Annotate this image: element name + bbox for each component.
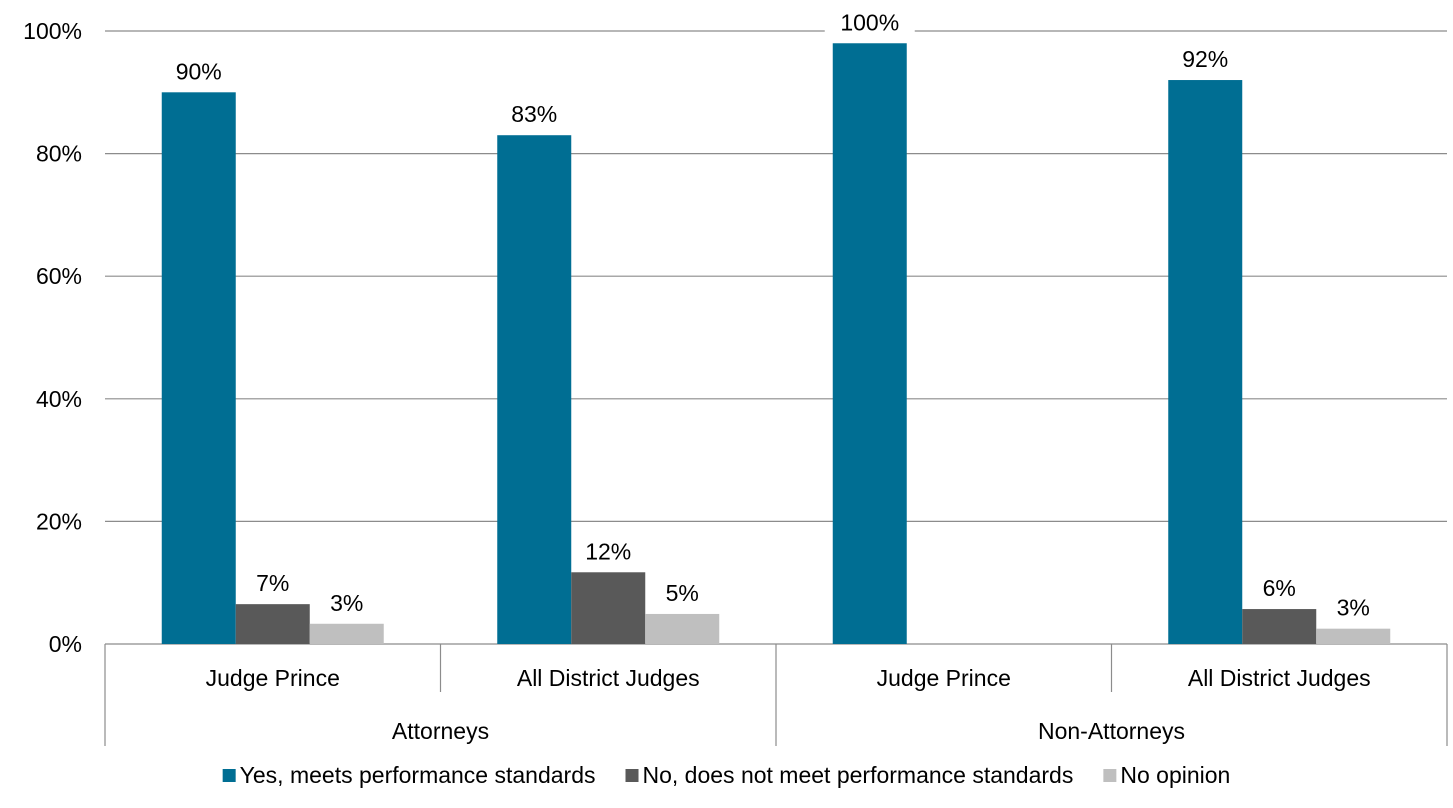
bar bbox=[1242, 609, 1317, 644]
y-tick-label: 0% bbox=[49, 631, 82, 657]
y-tick-label: 80% bbox=[36, 141, 82, 167]
data-label: 92% bbox=[1182, 46, 1228, 72]
x-category-label: Judge Prince bbox=[206, 665, 340, 691]
x-category-label: All District Judges bbox=[517, 665, 700, 691]
legend-swatch bbox=[625, 769, 639, 782]
x-category-label: Judge Prince bbox=[877, 665, 1011, 691]
data-label: 3% bbox=[330, 590, 363, 616]
legend-swatch bbox=[222, 769, 236, 782]
data-label: 5% bbox=[666, 580, 699, 606]
x-group-label: Non-Attorneys bbox=[1038, 718, 1185, 744]
legend-label: Yes, meets performance standards bbox=[240, 762, 596, 788]
data-label: 7% bbox=[256, 570, 289, 596]
data-label: 100% bbox=[840, 9, 899, 35]
legend-label: No opinion bbox=[1120, 762, 1230, 788]
data-label: 6% bbox=[1263, 575, 1296, 601]
legend-swatch bbox=[1103, 769, 1117, 782]
y-tick-label: 20% bbox=[36, 508, 82, 534]
bar bbox=[235, 604, 310, 644]
bar bbox=[1316, 628, 1391, 644]
data-label: 83% bbox=[511, 101, 557, 127]
y-tick-label: 100% bbox=[23, 18, 82, 44]
bar bbox=[161, 92, 236, 645]
bar bbox=[571, 572, 646, 644]
x-category-label: All District Judges bbox=[1188, 665, 1371, 691]
y-tick-label: 40% bbox=[36, 386, 82, 412]
y-tick-label: 60% bbox=[36, 263, 82, 289]
bar bbox=[497, 135, 572, 644]
bar bbox=[645, 613, 720, 644]
legend-label: No, does not meet performance standards bbox=[643, 762, 1074, 788]
data-label: 12% bbox=[585, 538, 631, 564]
bar bbox=[309, 623, 384, 644]
data-label-background bbox=[824, 5, 915, 36]
data-label: 90% bbox=[176, 58, 222, 84]
x-group-label: Attorneys bbox=[392, 718, 489, 744]
data-label: 3% bbox=[1337, 595, 1370, 621]
bar bbox=[1168, 80, 1243, 645]
bar bbox=[832, 43, 907, 644]
